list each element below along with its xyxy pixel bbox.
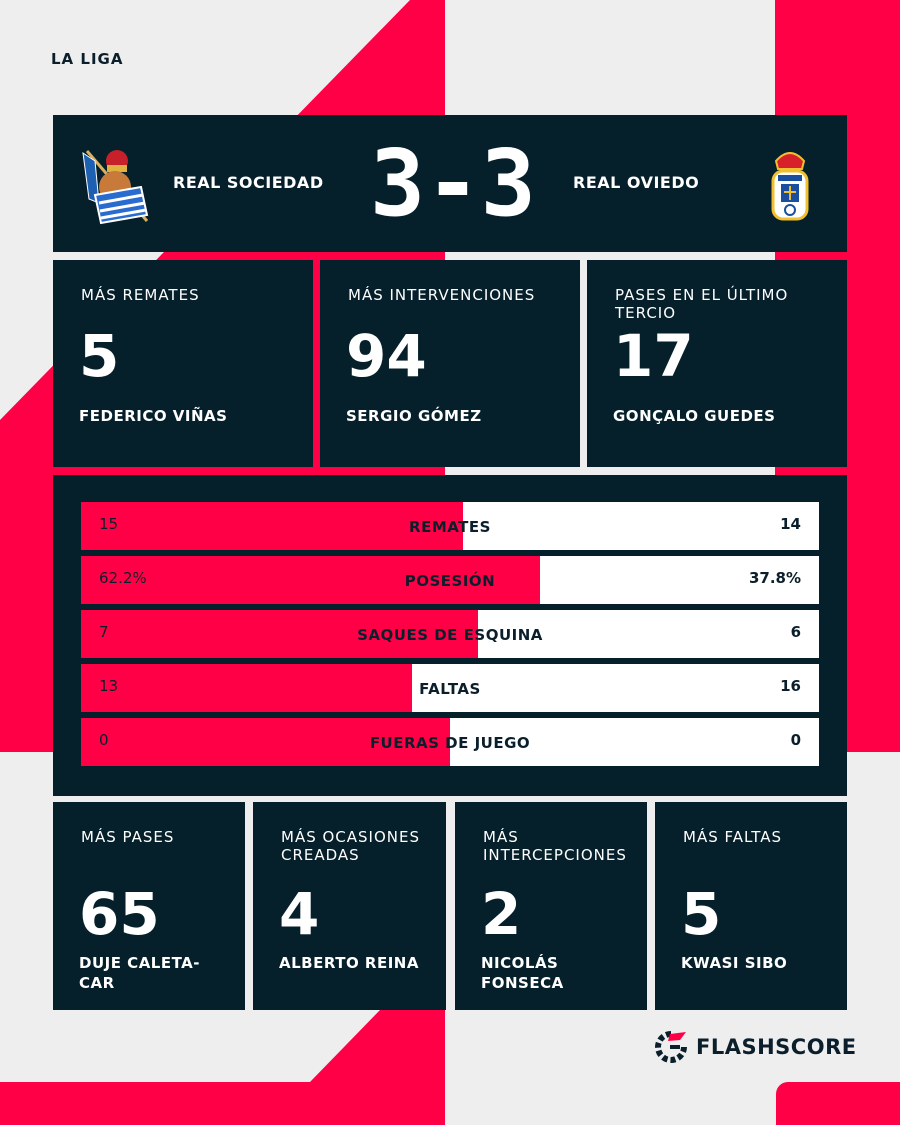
- leader-label: MÁS REMATES: [81, 286, 200, 304]
- leader-value: 65: [79, 880, 160, 948]
- leader-player: GONÇALO GUEDES: [613, 407, 776, 425]
- leader-player: KWASI SIBO: [681, 954, 788, 972]
- stat-label: SAQUES DE ESQUINA: [357, 626, 543, 644]
- real-sociedad-crest-icon: [82, 150, 149, 225]
- leader-card: MÁS OCASIONES CREADAS 4 ALBERTO REINA: [253, 802, 446, 1010]
- leader-label: PASES EN EL ÚLTIMO TERCIO: [615, 286, 789, 322]
- leader-player: DUJE CALETA-CAR: [79, 954, 201, 992]
- away-value: 37.8%: [748, 569, 801, 587]
- leader-card: MÁS REMATES 5 FEDERICO VIÑAS: [53, 260, 313, 467]
- leader-value: 17: [613, 322, 694, 390]
- leader-value: 2: [481, 880, 522, 948]
- away-value: 6: [790, 623, 801, 641]
- away-value: 0: [790, 731, 801, 749]
- away-value: 16: [780, 677, 801, 695]
- away-team-name: REAL OVIEDO: [573, 173, 700, 192]
- leader-label: MÁS FALTAS: [683, 828, 783, 846]
- home-share-fill: [81, 664, 412, 712]
- leader-label: MÁS PASES: [81, 828, 175, 846]
- brand-name: FLASHSCORE: [696, 1035, 857, 1059]
- stat-row: 13 FALTAS 16: [81, 664, 819, 712]
- leader-value: 5: [79, 322, 120, 390]
- leader-card: PASES EN EL ÚLTIMO TERCIO 17 GONÇALO GUE…: [587, 260, 847, 467]
- leader-value: 5: [681, 880, 722, 948]
- stat-label: FUERAS DE JUEGO: [369, 734, 531, 752]
- home-value: 15: [99, 515, 119, 533]
- stat-row: 7 SAQUES DE ESQUINA 6: [81, 610, 819, 658]
- home-value: 0: [99, 731, 109, 749]
- home-share-fill: [81, 610, 479, 658]
- home-value: 7: [99, 623, 109, 641]
- leader-player: FEDERICO VIÑAS: [79, 407, 228, 425]
- leader-card: MÁS PASES 65 DUJE CALETA-CAR: [53, 802, 245, 1010]
- leader-label: MÁS INTERVENCIONES: [348, 286, 536, 304]
- stat-label: FALTAS: [419, 680, 481, 698]
- leader-value: 94: [346, 322, 427, 390]
- league-title: LA LIGA: [51, 50, 124, 68]
- home-team-name: REAL SOCIEDAD: [173, 173, 324, 192]
- leader-label: MÁS OCASIONES CREADAS: [281, 828, 421, 864]
- home-value: 13: [99, 677, 119, 695]
- home-share-fill: [81, 718, 450, 766]
- leader-player: SERGIO GÓMEZ: [346, 407, 482, 425]
- team-stats-panel: 15 REMATES 14 62.2% POSESIÓN 37.8% 7 SAQ…: [53, 475, 847, 796]
- flashscore-logo: FLASHSCORE: [654, 1030, 857, 1064]
- leader-player: ALBERTO REINA: [279, 954, 419, 972]
- leader-card: MÁS INTERCEPCIONES 2 NICOLÁS FONSECA: [455, 802, 647, 1010]
- leader-card: MÁS INTERVENCIONES 94 SERGIO GÓMEZ: [320, 260, 580, 467]
- real-oviedo-crest-icon: [771, 152, 809, 221]
- stat-row: 62.2% POSESIÓN 37.8%: [81, 556, 819, 604]
- home-value: 62.2%: [99, 569, 147, 587]
- flashscore-logo-icon: [655, 1031, 687, 1063]
- home-share-fill: [81, 502, 463, 550]
- score-panel: REAL SOCIEDAD 3-3 REAL OVIEDO: [53, 115, 847, 252]
- stat-row: 15 REMATES 14: [81, 502, 819, 550]
- leader-label: MÁS INTERCEPCIONES: [483, 828, 627, 864]
- stat-label: POSESIÓN: [404, 572, 496, 590]
- leader-player: NICOLÁS FONSECA: [481, 954, 564, 992]
- final-score: 3-3: [369, 130, 537, 237]
- stat-label: REMATES: [409, 518, 491, 536]
- home-share-fill: [81, 556, 541, 604]
- stat-row: 0 FUERAS DE JUEGO 0: [81, 718, 819, 766]
- away-value: 14: [780, 515, 801, 533]
- leader-card: MÁS FALTAS 5 KWASI SIBO: [655, 802, 847, 1010]
- leader-value: 4: [279, 880, 320, 948]
